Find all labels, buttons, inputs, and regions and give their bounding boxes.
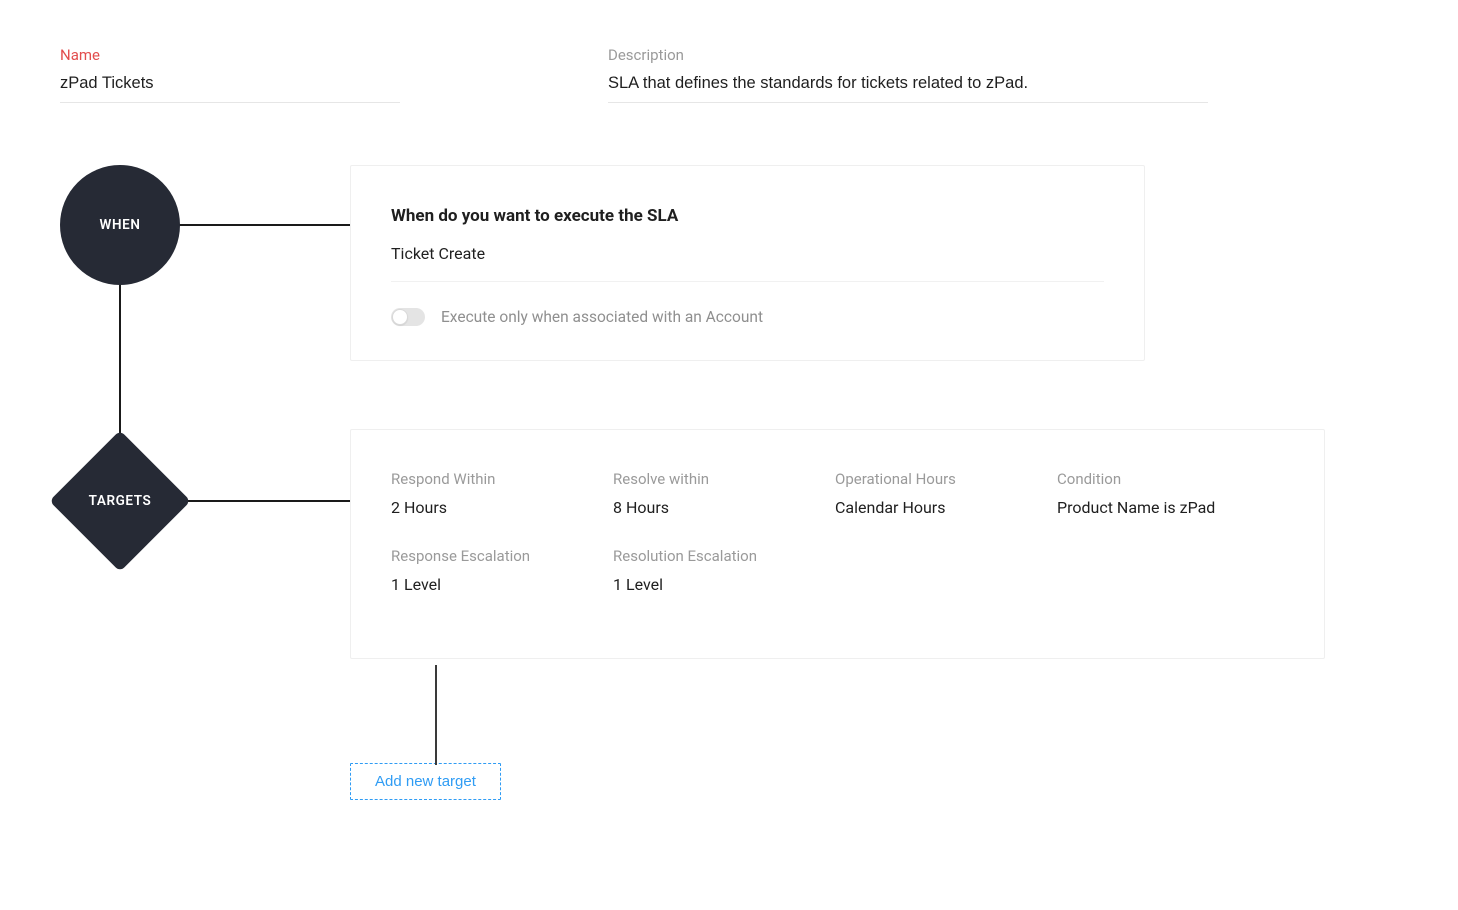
target-value: 1 Level xyxy=(391,575,613,594)
target-label: Resolution Escalation xyxy=(613,547,835,565)
target-item: Resolution Escalation 1 Level xyxy=(613,547,835,594)
targets-grid: Respond Within 2 Hours Resolve within 8 … xyxy=(391,470,1284,624)
targets-node-label: TARGETS xyxy=(89,493,152,509)
connector-targets-to-add xyxy=(435,665,437,765)
target-value: 2 Hours xyxy=(391,498,613,517)
account-toggle-knob xyxy=(392,309,408,325)
target-label: Respond Within xyxy=(391,470,613,488)
connector-targets-to-card xyxy=(180,500,350,502)
target-item: Resolve within 8 Hours xyxy=(613,470,835,517)
when-card[interactable]: When do you want to execute the SLA Tick… xyxy=(350,165,1145,361)
sla-editor: Name Description WHEN TARGETS When do yo… xyxy=(0,0,1458,205)
when-node-label: WHEN xyxy=(100,217,141,233)
target-label: Response Escalation xyxy=(391,547,613,565)
description-field-block: Description xyxy=(608,46,1214,103)
target-label: Operational Hours xyxy=(835,470,1057,488)
description-input[interactable] xyxy=(608,74,1208,103)
name-input[interactable] xyxy=(60,74,400,103)
when-card-title: When do you want to execute the SLA xyxy=(391,206,1104,226)
target-value: 8 Hours xyxy=(613,498,835,517)
target-item: Response Escalation 1 Level xyxy=(391,547,613,594)
account-toggle[interactable] xyxy=(391,308,425,326)
name-label: Name xyxy=(60,46,608,64)
connector-when-to-targets xyxy=(119,283,121,451)
target-label: Resolve within xyxy=(613,470,835,488)
connector-when-to-card xyxy=(178,224,350,226)
target-item: Respond Within 2 Hours xyxy=(391,470,613,517)
target-value: Product Name is zPad xyxy=(1057,498,1279,517)
target-item: Condition Product Name is zPad xyxy=(1057,470,1279,517)
target-label: Condition xyxy=(1057,470,1279,488)
header-fields: Name Description xyxy=(60,46,1398,103)
target-item: Operational Hours Calendar Hours xyxy=(835,470,1057,517)
targets-card[interactable]: Respond Within 2 Hours Resolve within 8 … xyxy=(350,429,1325,659)
target-value: Calendar Hours xyxy=(835,498,1057,517)
when-node: WHEN xyxy=(60,165,180,285)
add-target-button[interactable]: Add new target xyxy=(350,763,501,800)
account-toggle-row: Execute only when associated with an Acc… xyxy=(391,308,1104,326)
targets-node: TARGETS xyxy=(50,431,190,571)
description-label: Description xyxy=(608,46,1214,64)
when-card-value: Ticket Create xyxy=(391,244,1104,282)
name-field-block: Name xyxy=(60,46,608,103)
account-toggle-label: Execute only when associated with an Acc… xyxy=(441,308,763,326)
target-value: 1 Level xyxy=(613,575,835,594)
